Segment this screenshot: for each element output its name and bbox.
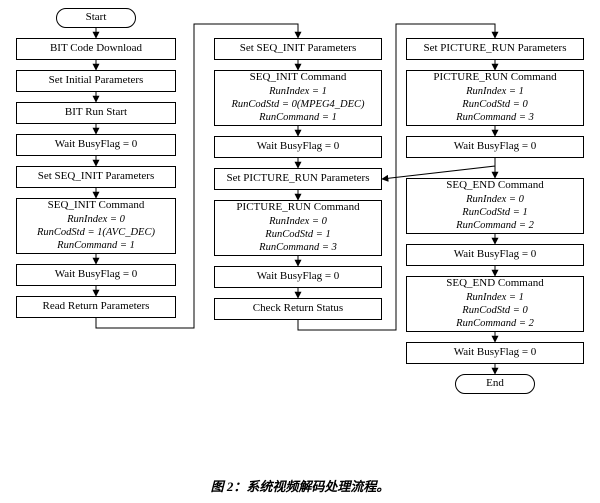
node-title: SEQ_END Command [446, 179, 543, 193]
node-c3f: SEQ_END CommandRunIndex = 1RunCodStd = 0… [406, 276, 584, 332]
node-title: Set PICTURE_RUN Parameters [227, 172, 370, 186]
node-c2b: SEQ_INIT CommandRunIndex = 1RunCodStd = … [214, 70, 382, 126]
node-title: BIT Code Download [50, 42, 142, 56]
node-title: SEQ_INIT Command [250, 71, 347, 85]
node-subtext: RunCodStd = 1 [462, 206, 527, 219]
node-start: Start [56, 8, 136, 28]
node-title: BIT Run Start [65, 106, 127, 120]
node-c2c: Wait BusyFlag = 0 [214, 136, 382, 158]
node-subtext: RunIndex = 1 [466, 291, 524, 304]
node-subtext: RunCommand = 2 [456, 219, 534, 232]
node-subtext: RunIndex = 0 [466, 193, 524, 206]
node-title: Set Initial Parameters [49, 74, 144, 88]
node-c2e: PICTURE_RUN CommandRunIndex = 0RunCodStd… [214, 200, 382, 256]
node-c2d: Set PICTURE_RUN Parameters [214, 168, 382, 190]
node-c1e: Set SEQ_INIT Parameters [16, 166, 176, 188]
node-c1d: Wait BusyFlag = 0 [16, 134, 176, 156]
node-subtext: RunCodStd = 0 [462, 98, 527, 111]
node-title: Wait BusyFlag = 0 [454, 248, 537, 262]
node-c2a: Set SEQ_INIT Parameters [214, 38, 382, 60]
node-c1f: SEQ_INIT CommandRunIndex = 0RunCodStd = … [16, 198, 176, 254]
node-c1b: Set Initial Parameters [16, 70, 176, 92]
node-c3c: Wait BusyFlag = 0 [406, 136, 584, 158]
node-c1a: BIT Code Download [16, 38, 176, 60]
node-subtext: RunIndex = 0 [67, 213, 125, 226]
node-subtext: RunCodStd = 0(MPEG4_DEC) [231, 98, 364, 111]
node-title: Read Return Parameters [43, 300, 150, 314]
node-subtext: RunIndex = 1 [269, 85, 327, 98]
node-title: SEQ_END Command [446, 277, 543, 291]
node-subtext: RunIndex = 1 [466, 85, 524, 98]
node-title: Wait BusyFlag = 0 [454, 346, 537, 360]
node-subtext: RunCommand = 2 [456, 317, 534, 330]
node-title: End [486, 377, 504, 391]
node-title: Start [86, 11, 107, 25]
node-title: Wait BusyFlag = 0 [55, 138, 138, 152]
node-c3a: Set PICTURE_RUN Parameters [406, 38, 584, 60]
node-title: Wait BusyFlag = 0 [257, 140, 340, 154]
node-end: End [455, 374, 535, 394]
node-c3e: Wait BusyFlag = 0 [406, 244, 584, 266]
node-subtext: RunCommand = 1 [57, 239, 135, 252]
node-subtext: RunIndex = 0 [269, 215, 327, 228]
figure-caption: 图 2：系统视频解码处理流程。 [8, 476, 592, 495]
node-subtext: RunCodStd = 1(AVC_DEC) [37, 226, 155, 239]
node-title: PICTURE_RUN Command [236, 201, 359, 215]
node-c3b: PICTURE_RUN CommandRunIndex = 1RunCodStd… [406, 70, 584, 126]
node-subtext: RunCommand = 3 [259, 241, 337, 254]
node-c1c: BIT Run Start [16, 102, 176, 124]
node-title: Check Return Status [253, 302, 343, 316]
node-subtext: RunCommand = 1 [259, 111, 337, 124]
node-title: Wait BusyFlag = 0 [55, 268, 138, 282]
node-title: Wait BusyFlag = 0 [257, 270, 340, 284]
flowchart-canvas: Start BIT Code Download Set Initial Parame… [8, 8, 592, 468]
node-title: Wait BusyFlag = 0 [454, 140, 537, 154]
node-c2f: Wait BusyFlag = 0 [214, 266, 382, 288]
node-title: SEQ_INIT Command [48, 199, 145, 213]
node-subtext: RunCodStd = 0 [462, 304, 527, 317]
node-title: Set SEQ_INIT Parameters [38, 170, 155, 184]
node-title: PICTURE_RUN Command [433, 71, 556, 85]
node-c3d: SEQ_END CommandRunIndex = 0RunCodStd = 1… [406, 178, 584, 234]
node-c3g: Wait BusyFlag = 0 [406, 342, 584, 364]
node-c1h: Read Return Parameters [16, 296, 176, 318]
node-title: Set PICTURE_RUN Parameters [424, 42, 567, 56]
node-subtext: RunCommand = 3 [456, 111, 534, 124]
node-title: Set SEQ_INIT Parameters [240, 42, 357, 56]
node-c2g: Check Return Status [214, 298, 382, 320]
node-c1g: Wait BusyFlag = 0 [16, 264, 176, 286]
node-subtext: RunCodStd = 1 [265, 228, 330, 241]
